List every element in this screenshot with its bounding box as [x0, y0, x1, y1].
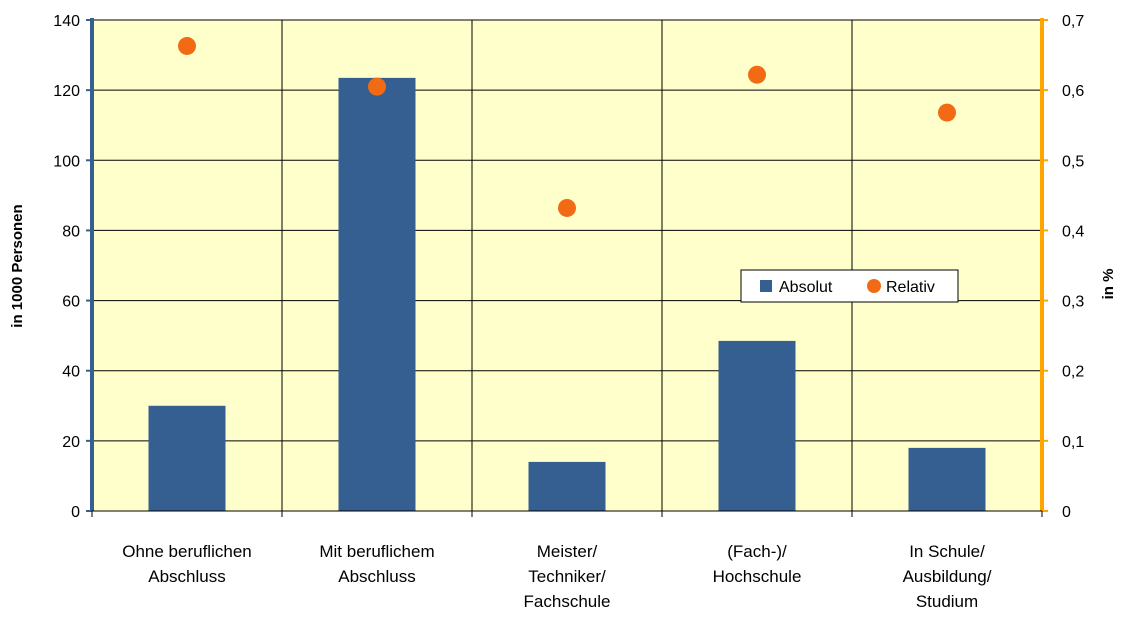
- y2-tick-label: 0,6: [1062, 83, 1084, 100]
- scatter-series-relativ: [178, 36, 956, 217]
- point-relativ: [178, 36, 196, 55]
- y2-tick-label: 0,5: [1062, 153, 1084, 170]
- tick-labels: 0 20 40 60 80 100 120 140 0 0,1 0,2 0,3 0,4 0,5 0,6 0,7: [53, 13, 1084, 521]
- x-category-label: In Schule/Ausbildung/Studium: [903, 542, 992, 611]
- y-tick-label: 0: [71, 504, 80, 521]
- y2-axis-title: in %: [1100, 269, 1117, 300]
- bar-series-absolut: [148, 77, 986, 511]
- bar-absolut: [718, 340, 796, 511]
- legend-swatch-relativ: [867, 279, 881, 293]
- y-tick-label: 120: [53, 83, 80, 100]
- legend-box: [740, 269, 959, 303]
- bar-absolut: [528, 461, 606, 511]
- y2-tick-label: 0,4: [1062, 223, 1084, 240]
- y-tick-label: 60: [62, 294, 80, 311]
- y-tick-label: 100: [53, 153, 80, 170]
- x-category-label: Ohne beruflichen Abschluss: [122, 542, 251, 586]
- plot-area: [92, 20, 1042, 511]
- x-category-label: (Fach-)/Hochschule: [713, 542, 802, 586]
- y2-tick-label: 0,7: [1062, 13, 1084, 30]
- bar-absolut: [148, 405, 226, 511]
- y-tick-label: 80: [62, 223, 80, 240]
- point-relativ: [748, 65, 766, 84]
- legend-label-absolut: Absolut: [779, 279, 833, 296]
- y2-tick-label: 0: [1062, 504, 1071, 521]
- bar-absolut: [908, 447, 986, 511]
- point-relativ: [938, 103, 956, 122]
- y-tick-label: 40: [62, 364, 80, 381]
- legend: Absolut Relativ: [740, 269, 959, 303]
- legend-swatch-absolut: [760, 280, 772, 292]
- category-labels: Ohne beruflichen Abschluss Mit beruflichem…: [122, 542, 991, 611]
- legend-label-relativ: Relativ: [886, 279, 935, 296]
- point-relativ: [558, 198, 576, 217]
- axes: [86, 18, 1048, 517]
- y2-tick-label: 0,3: [1062, 294, 1084, 311]
- y-axis-title: in 1000 Personen: [9, 204, 26, 327]
- x-category-label: Meister/Techniker/Fachschule: [524, 542, 611, 611]
- y2-tick-label: 0,2: [1062, 364, 1084, 381]
- point-relativ: [368, 77, 386, 96]
- y-tick-label: 140: [53, 13, 80, 30]
- x-category-label: Mit beruflichem Abschluss: [319, 542, 434, 586]
- bar-absolut: [338, 77, 416, 511]
- y2-tick-label: 0,1: [1062, 434, 1084, 451]
- y-tick-label: 20: [62, 434, 80, 451]
